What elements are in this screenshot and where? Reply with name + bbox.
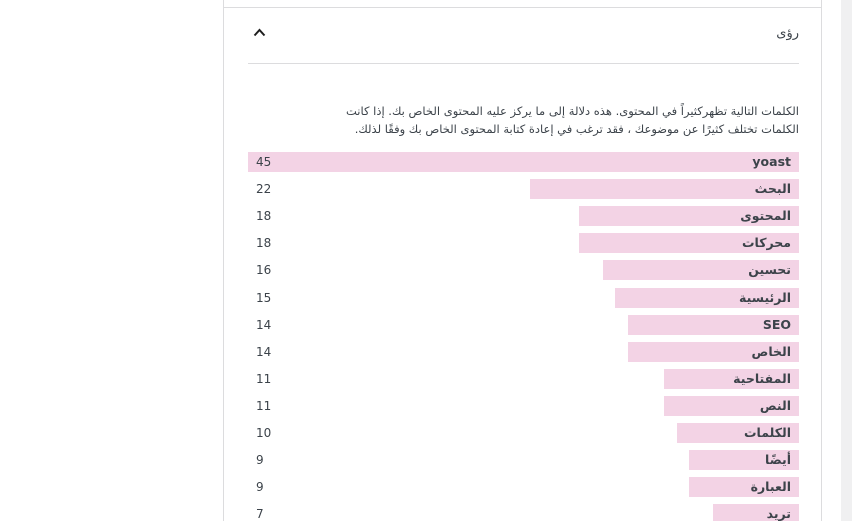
prominent-words-list: yoast 45 البحث 22 المحتوى 18 محركات 18 تحسين 16 ال… [248, 152, 799, 521]
word-bar [713, 504, 799, 521]
word-bar [578, 233, 799, 254]
word-bar [688, 450, 799, 471]
word-label: الرئيسية [739, 289, 791, 305]
word-row: SEO 14 [248, 314, 799, 335]
word-count: 18 [256, 209, 272, 224]
scrollbar-gutter[interactable] [841, 0, 852, 521]
word-label: المحتوى [740, 208, 791, 224]
word-count: 15 [256, 290, 272, 305]
chevron-up-icon [253, 28, 266, 37]
description-line: الكلمات تختلف كثيرًا عن موضوعك ، فقد ترغ… [354, 122, 799, 136]
insights-title: رؤى [776, 26, 799, 41]
word-count: 9 [256, 480, 264, 495]
insights-header[interactable]: رؤى [248, 8, 799, 64]
insights-description: الكلمات التالية تظهركثيراً في المحتوى. ه… [248, 102, 799, 138]
word-label: SEO [762, 316, 791, 332]
word-row: محركات 18 [248, 233, 799, 254]
word-bar [578, 206, 799, 227]
word-row: الخاص 14 [248, 341, 799, 362]
word-bar [688, 477, 799, 498]
word-bar [603, 260, 799, 281]
word-row: الكلمات 10 [248, 423, 799, 443]
word-bar [627, 341, 799, 362]
word-count: 10 [256, 426, 272, 440]
word-count: 11 [256, 398, 272, 413]
word-row: النص 11 [248, 395, 799, 416]
word-label: محركات [741, 235, 791, 251]
word-label: تريد [766, 506, 791, 521]
word-label: الكلمات [744, 425, 791, 440]
word-label: المفتاحية [733, 370, 791, 386]
word-bar [248, 152, 799, 172]
word-row: تحسين 16 [248, 260, 799, 281]
word-count: 16 [256, 263, 272, 278]
word-bar [664, 368, 799, 389]
panel-divider [224, 7, 821, 8]
word-count: 9 [256, 453, 264, 468]
word-bar [627, 314, 799, 335]
word-row: أيضًا 9 [248, 450, 799, 471]
word-label: تحسين [748, 262, 791, 278]
word-row: تريد 7 [248, 504, 799, 521]
word-count: 7 [256, 507, 264, 521]
word-count: 22 [256, 182, 272, 197]
word-count: 11 [256, 371, 272, 386]
word-count: 14 [256, 344, 272, 359]
word-row: المحتوى 18 [248, 206, 799, 227]
word-count: 14 [256, 317, 272, 332]
word-label: النص [759, 397, 791, 413]
word-bar [664, 395, 799, 416]
word-label: العبارة [750, 479, 791, 495]
word-row: العبارة 9 [248, 477, 799, 498]
word-count: 18 [256, 236, 272, 251]
word-row: المفتاحية 11 [248, 368, 799, 389]
insights-panel: رؤى الكلمات التالية تظهركثيراً في المحتو… [223, 0, 822, 521]
word-row: الرئيسية 15 [248, 287, 799, 308]
word-count: 45 [256, 155, 272, 169]
word-bar [676, 423, 799, 443]
word-bar [529, 179, 799, 200]
word-row: yoast 45 [248, 152, 799, 172]
word-label: أيضًا [765, 452, 791, 468]
word-label: الخاص [751, 343, 792, 359]
collapse-toggle-button[interactable] [248, 22, 272, 46]
description-line: الكلمات التالية تظهركثيراً في المحتوى. ه… [346, 104, 799, 118]
word-row: البحث 22 [248, 179, 799, 200]
word-bar [615, 287, 799, 308]
word-label: البحث [754, 181, 791, 197]
word-label: yoast [752, 154, 791, 169]
